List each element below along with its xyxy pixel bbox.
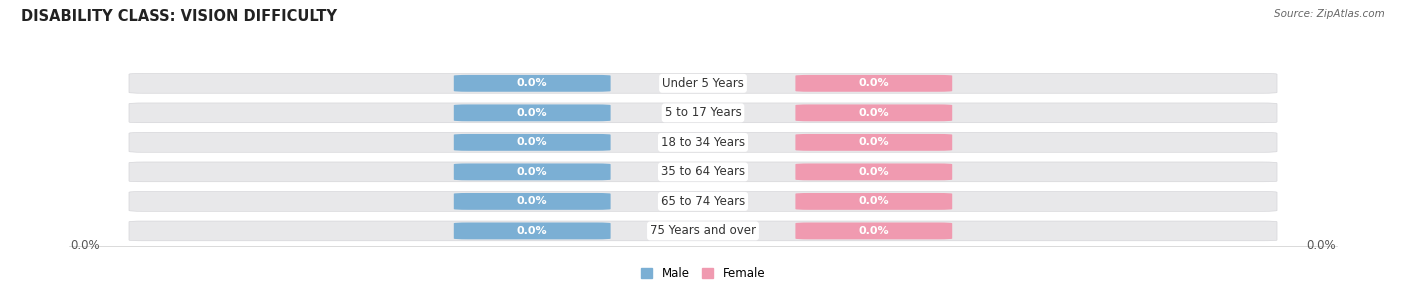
FancyBboxPatch shape xyxy=(129,103,1277,123)
FancyBboxPatch shape xyxy=(454,163,610,180)
FancyBboxPatch shape xyxy=(129,132,1277,152)
FancyBboxPatch shape xyxy=(129,162,1277,182)
FancyBboxPatch shape xyxy=(129,221,1277,241)
Text: Source: ZipAtlas.com: Source: ZipAtlas.com xyxy=(1274,9,1385,19)
Text: 0.0%: 0.0% xyxy=(517,196,547,206)
Text: 0.0%: 0.0% xyxy=(859,78,889,88)
Text: 0.0%: 0.0% xyxy=(1306,239,1336,252)
FancyBboxPatch shape xyxy=(454,193,610,210)
Text: 0.0%: 0.0% xyxy=(859,108,889,118)
Text: 0.0%: 0.0% xyxy=(70,239,100,252)
FancyBboxPatch shape xyxy=(796,193,952,210)
Text: 0.0%: 0.0% xyxy=(517,226,547,236)
Text: 0.0%: 0.0% xyxy=(517,167,547,177)
FancyBboxPatch shape xyxy=(796,163,952,180)
Text: 0.0%: 0.0% xyxy=(859,196,889,206)
FancyBboxPatch shape xyxy=(454,134,610,151)
Text: 0.0%: 0.0% xyxy=(517,108,547,118)
FancyBboxPatch shape xyxy=(796,134,952,151)
Text: 0.0%: 0.0% xyxy=(859,137,889,147)
Legend: Male, Female: Male, Female xyxy=(636,262,770,285)
Text: 35 to 64 Years: 35 to 64 Years xyxy=(661,165,745,178)
FancyBboxPatch shape xyxy=(796,75,952,92)
FancyBboxPatch shape xyxy=(129,192,1277,211)
Text: Under 5 Years: Under 5 Years xyxy=(662,77,744,90)
Text: 0.0%: 0.0% xyxy=(517,137,547,147)
Text: DISABILITY CLASS: VISION DIFFICULTY: DISABILITY CLASS: VISION DIFFICULTY xyxy=(21,9,337,24)
FancyBboxPatch shape xyxy=(454,222,610,239)
Text: 0.0%: 0.0% xyxy=(517,78,547,88)
FancyBboxPatch shape xyxy=(796,104,952,121)
FancyBboxPatch shape xyxy=(454,104,610,121)
FancyBboxPatch shape xyxy=(129,74,1277,93)
Text: 18 to 34 Years: 18 to 34 Years xyxy=(661,136,745,149)
FancyBboxPatch shape xyxy=(454,75,610,92)
Text: 75 Years and over: 75 Years and over xyxy=(650,224,756,237)
Text: 5 to 17 Years: 5 to 17 Years xyxy=(665,106,741,119)
FancyBboxPatch shape xyxy=(796,222,952,239)
Text: 0.0%: 0.0% xyxy=(859,167,889,177)
Text: 0.0%: 0.0% xyxy=(859,226,889,236)
Text: 65 to 74 Years: 65 to 74 Years xyxy=(661,195,745,208)
